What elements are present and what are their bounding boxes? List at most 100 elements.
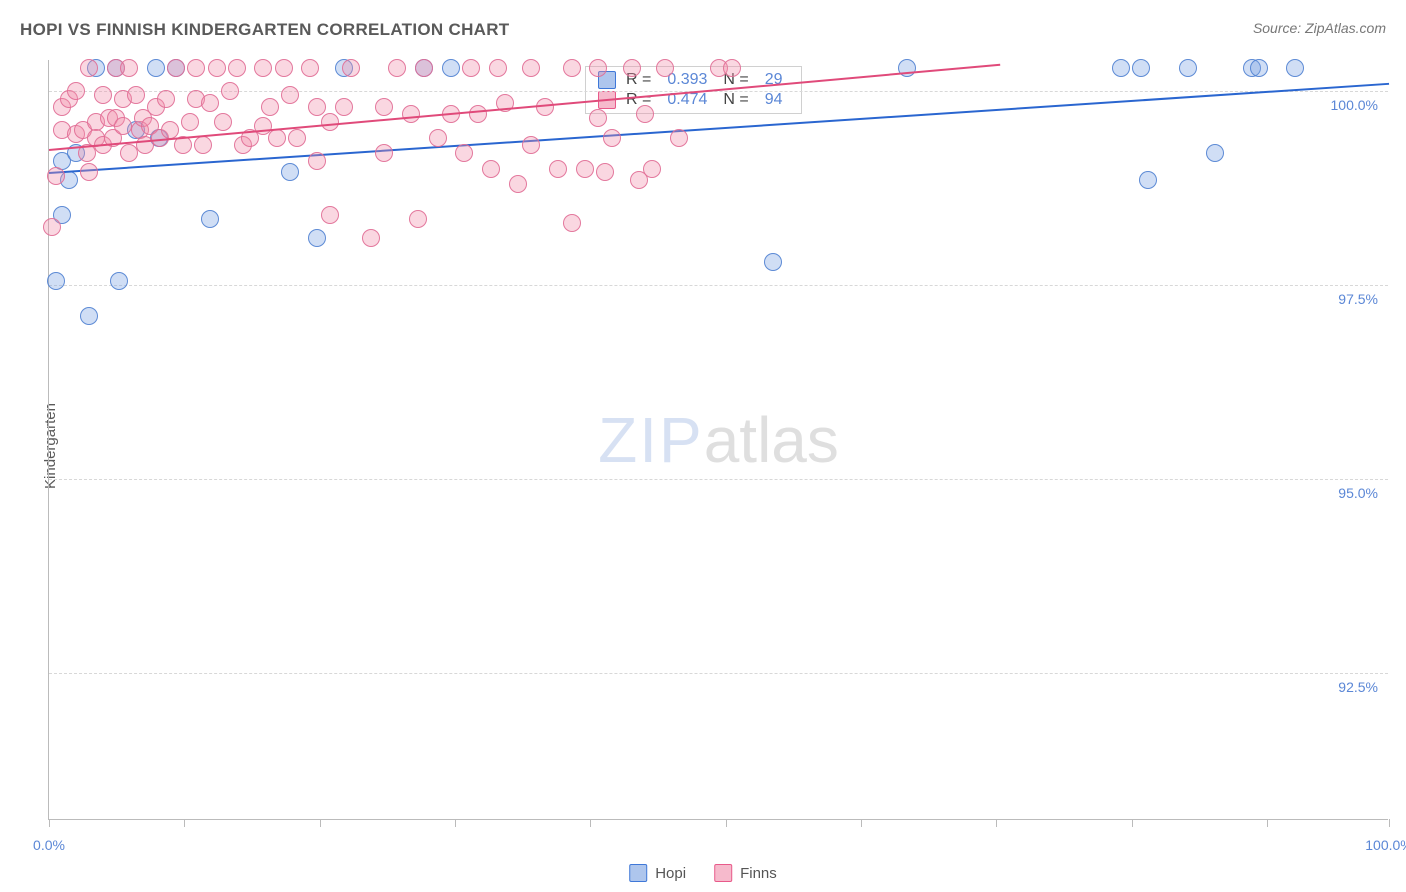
n-label: N = xyxy=(723,91,748,109)
data-point xyxy=(623,59,641,77)
data-point xyxy=(409,210,427,228)
y-tick-label: 97.5% xyxy=(1338,291,1378,307)
data-point xyxy=(120,59,138,77)
data-point xyxy=(308,152,326,170)
data-point xyxy=(589,59,607,77)
data-point xyxy=(764,253,782,271)
data-point xyxy=(167,59,185,77)
data-point xyxy=(114,117,132,135)
x-tick xyxy=(455,819,456,827)
data-point xyxy=(288,129,306,147)
data-point xyxy=(335,98,353,116)
data-point xyxy=(110,272,128,290)
r-value: 0.393 xyxy=(667,71,707,89)
data-point xyxy=(1132,59,1150,77)
gridline xyxy=(49,673,1388,674)
data-point xyxy=(161,121,179,139)
data-point xyxy=(321,206,339,224)
data-point xyxy=(147,59,165,77)
series-legend-label: Finns xyxy=(740,865,777,882)
data-point xyxy=(254,59,272,77)
data-point xyxy=(455,144,473,162)
data-point xyxy=(429,129,447,147)
gridline xyxy=(49,285,1388,286)
watermark: ZIPatlas xyxy=(598,403,839,477)
n-value: 94 xyxy=(765,91,783,109)
data-point xyxy=(214,113,232,131)
x-tick xyxy=(996,819,997,827)
data-point xyxy=(482,160,500,178)
data-point xyxy=(563,59,581,77)
watermark-part2: atlas xyxy=(704,404,839,476)
legend-swatch xyxy=(714,864,732,882)
data-point xyxy=(1286,59,1304,77)
data-point xyxy=(281,163,299,181)
data-point xyxy=(362,229,380,247)
x-tick-label: 0.0% xyxy=(33,837,65,853)
x-tick xyxy=(861,819,862,827)
x-tick xyxy=(726,819,727,827)
legend-swatch xyxy=(629,864,647,882)
data-point xyxy=(157,90,175,108)
scatter-chart: ZIPatlas R =0.393N =29R =0.474N =94 100.… xyxy=(48,60,1388,820)
x-tick xyxy=(590,819,591,827)
data-point xyxy=(576,160,594,178)
stats-legend-row: R =0.474N =94 xyxy=(598,91,789,109)
data-point xyxy=(522,136,540,154)
x-tick xyxy=(184,819,185,827)
data-point xyxy=(1139,171,1157,189)
data-point xyxy=(489,59,507,77)
data-point xyxy=(181,113,199,131)
stats-legend: R =0.393N =29R =0.474N =94 xyxy=(585,66,802,114)
data-point xyxy=(308,98,326,116)
data-point xyxy=(563,214,581,232)
data-point xyxy=(375,98,393,116)
data-point xyxy=(469,105,487,123)
data-point xyxy=(47,272,65,290)
data-point xyxy=(723,59,741,77)
gridline xyxy=(49,479,1388,480)
x-tick xyxy=(1267,819,1268,827)
data-point xyxy=(321,113,339,131)
data-point xyxy=(589,109,607,127)
data-point xyxy=(522,59,540,77)
y-tick-label: 95.0% xyxy=(1338,485,1378,501)
data-point xyxy=(201,94,219,112)
data-point xyxy=(1112,59,1130,77)
data-point xyxy=(549,160,567,178)
data-point xyxy=(342,59,360,77)
series-legend-item: Finns xyxy=(714,864,777,882)
data-point xyxy=(462,59,480,77)
data-point xyxy=(670,129,688,147)
data-point xyxy=(268,129,286,147)
data-point xyxy=(221,82,239,100)
x-tick-label: 100.0% xyxy=(1365,837,1406,853)
data-point xyxy=(415,59,433,77)
series-legend-item: Hopi xyxy=(629,864,686,882)
chart-title: HOPI VS FINNISH KINDERGARTEN CORRELATION… xyxy=(20,20,510,39)
data-point xyxy=(94,86,112,104)
data-point xyxy=(275,59,293,77)
data-point xyxy=(375,144,393,162)
data-point xyxy=(261,98,279,116)
data-point xyxy=(656,59,674,77)
data-point xyxy=(596,163,614,181)
data-point xyxy=(603,129,621,147)
data-point xyxy=(194,136,212,154)
data-point xyxy=(643,160,661,178)
data-point xyxy=(67,82,85,100)
data-point xyxy=(636,105,654,123)
y-tick-label: 92.5% xyxy=(1338,679,1378,695)
x-tick xyxy=(1389,819,1390,827)
data-point xyxy=(1179,59,1197,77)
source-attribution: Source: ZipAtlas.com xyxy=(1253,20,1386,36)
data-point xyxy=(127,86,145,104)
series-legend-label: Hopi xyxy=(655,865,686,882)
data-point xyxy=(442,59,460,77)
series-legend: Hopi Finns xyxy=(629,864,777,882)
data-point xyxy=(301,59,319,77)
data-point xyxy=(208,59,226,77)
data-point xyxy=(43,218,61,236)
data-point xyxy=(308,229,326,247)
data-point xyxy=(509,175,527,193)
